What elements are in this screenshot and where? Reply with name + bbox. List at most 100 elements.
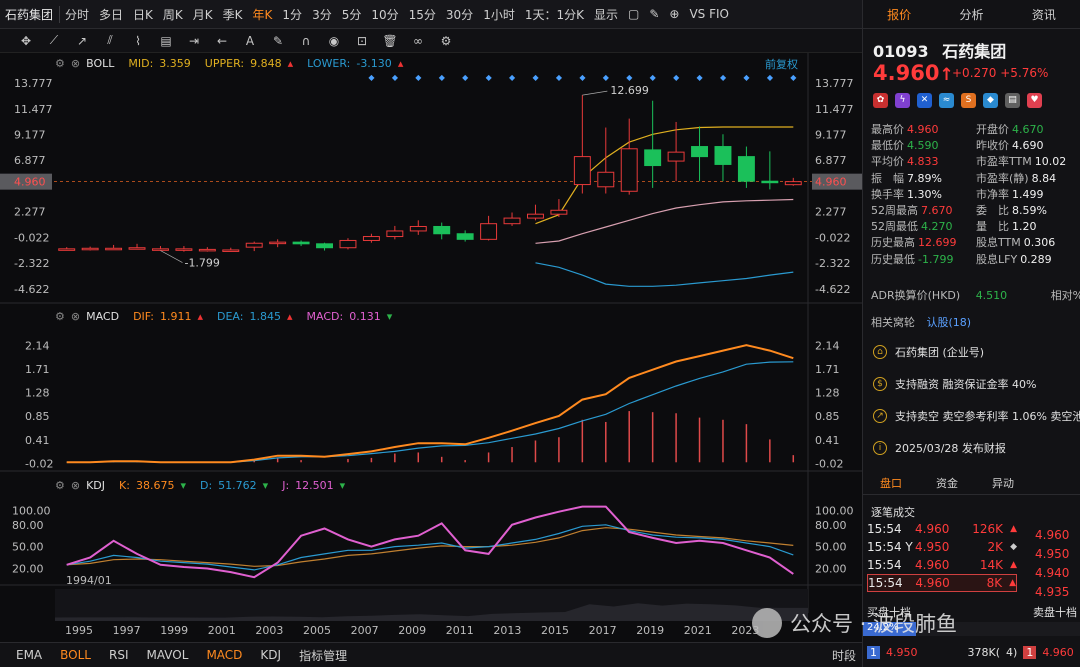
info-item[interactable]: $ 支持融资 融资保证金率 40% — [873, 372, 1036, 396]
indicator-tab[interactable]: RSI — [109, 648, 129, 662]
stat-label: 换手率 — [871, 187, 904, 201]
trade-time: 15:54 — [867, 522, 902, 536]
event-marker-icon: ◆ — [532, 73, 539, 82]
macd-macd-label: MACD: — [306, 309, 344, 323]
period-tab[interactable]: 季K — [222, 7, 243, 22]
zoom-icon[interactable]: ⊕ — [669, 7, 680, 21]
chat-icon[interactable]: ◆ — [983, 93, 998, 108]
line-tool-icon[interactable]: ⟋ — [49, 33, 59, 47]
stock-name: 石药集团 — [942, 42, 1007, 61]
ratio-value: 24.2% — [867, 622, 899, 633]
indicator-close-icon[interactable]: ⊗ — [70, 309, 81, 323]
quote-tabs: 报价 分析 资讯 — [863, 0, 1080, 29]
period-tab[interactable]: 1天：1分K — [524, 7, 584, 22]
indicator-tab[interactable]: 指标管理 — [299, 648, 348, 663]
price-axis-label: -2.322 — [815, 257, 850, 270]
quote-tab[interactable]: 资讯 — [1031, 7, 1056, 22]
book-tab[interactable]: 资金 — [936, 477, 958, 490]
indicator-tab[interactable]: MAVOL — [146, 648, 189, 662]
info-item[interactable]: ⌂ 石药集团 (企业号) — [873, 340, 984, 364]
stat-label: 最低价 — [871, 139, 904, 153]
indicator-settings-icon[interactable]: ⚙ — [55, 309, 65, 323]
period-tab[interactable]: 周K — [162, 7, 183, 22]
settings-icon[interactable]: ⚙ — [440, 33, 452, 48]
period-tab[interactable]: 石药集团 — [0, 5, 61, 23]
book-tab[interactable]: 盘口 — [880, 477, 902, 490]
period-tab[interactable]: 年K — [252, 7, 273, 22]
quote-tab[interactable]: 分析 — [959, 7, 984, 22]
indicator-tab[interactable]: KDJ — [260, 648, 282, 662]
lock-icon[interactable]: ⊡ — [356, 33, 368, 48]
period-tab[interactable]: 5分 — [341, 7, 362, 22]
candle-body — [245, 242, 263, 248]
heart-icon[interactable]: ♥ — [1027, 93, 1042, 108]
indicator-close-icon[interactable]: ⊗ — [70, 478, 81, 492]
restore-right-button[interactable]: 前复权 — [765, 58, 798, 71]
candle-body — [433, 225, 451, 235]
indicator-settings-icon[interactable]: ⚙ — [55, 478, 65, 492]
warrants-link[interactable]: 认股(18) — [926, 316, 972, 329]
period-tab[interactable]: 分时 — [65, 7, 90, 22]
channel-tool-icon[interactable]: ⫽ — [107, 33, 113, 47]
price-axis-label: 9.177 — [14, 129, 46, 142]
stat-value: 1.20 — [1012, 220, 1037, 234]
lightning-icon[interactable]: ϟ — [895, 93, 910, 108]
swap-icon[interactable]: ✕ — [917, 93, 932, 108]
watermark: 公众号 · 波段肺鱼 — [752, 606, 1052, 640]
period-tab[interactable]: 10分 — [371, 7, 399, 22]
macd-axis-label: 2.14 — [815, 340, 840, 353]
stat-value: 1.30% — [907, 187, 942, 201]
period-tab[interactable]: 15分 — [408, 7, 436, 22]
candle-body — [222, 249, 240, 252]
session-button[interactable]: 时段 — [831, 648, 856, 663]
kline-chart[interactable]: 13.777 13.777 11.477 11.477 9.177 9.177 6.877 6… — [0, 53, 862, 642]
stat-label: 振 幅 — [871, 171, 904, 185]
fib-tool-icon[interactable]: ▤ — [160, 33, 172, 48]
period-tab[interactable]: 3分 — [312, 7, 332, 22]
stat-row: 换手率 1.30% 市净率 1.499 — [871, 186, 1080, 202]
draw-icon[interactable]: ✎ — [649, 7, 660, 21]
candle-body — [316, 243, 333, 249]
trade-title: 逐笔成交 — [871, 506, 915, 519]
chart-icon[interactable]: ≈ — [939, 93, 954, 108]
back-icon[interactable]: ← — [216, 33, 228, 48]
kdj-axis-label: 80.00 — [12, 519, 44, 532]
indicator-close-icon[interactable]: ⊗ — [70, 56, 81, 70]
magnet-icon[interactable]: ∩ — [301, 33, 311, 48]
chart-panel[interactable]: 13.777 13.777 11.477 11.477 9.177 9.177 6.877 6… — [0, 53, 862, 642]
zigzag-tool-icon[interactable]: ⌇ — [135, 33, 141, 48]
screenshot-icon[interactable]: ▢ — [627, 7, 640, 21]
indicator-tab[interactable]: MACD — [206, 648, 243, 662]
indicator-tab[interactable]: EMA — [16, 648, 43, 662]
link-icon[interactable]: ∞ — [413, 33, 423, 48]
compare-button[interactable]: VS FIO — [689, 7, 729, 21]
trash-icon[interactable]: 🗑 — [382, 33, 398, 48]
trade-row: 15:54 4.960 14K ▲ — [867, 556, 1017, 574]
period-tab[interactable]: 多日 — [99, 7, 124, 22]
coin-icon[interactable]: S — [961, 93, 976, 108]
year-label: 2005 — [303, 624, 331, 637]
ray-tool-icon[interactable]: ↗ — [76, 33, 88, 48]
crosshair-icon[interactable]: ✥ — [20, 33, 32, 48]
text-tool-icon[interactable]: A — [245, 33, 255, 48]
range-tool-icon[interactable]: ⇥ — [188, 33, 200, 48]
period-tab[interactable]: 月K — [192, 7, 213, 22]
eye-icon[interactable]: ◉ — [328, 33, 340, 48]
book-tab[interactable]: 异动 — [992, 477, 1014, 490]
indicator-tab[interactable]: BOLL — [60, 648, 91, 662]
brush-icon[interactable]: ✎ — [272, 33, 284, 48]
hk-flag-icon[interactable]: ✿ — [873, 93, 888, 108]
period-tab[interactable]: 30分 — [445, 7, 474, 22]
indicator-settings-icon[interactable]: ⚙ — [55, 56, 65, 70]
kdj-name: KDJ — [86, 478, 106, 492]
stat-label: 开盘价 — [976, 123, 1009, 137]
quote-tab[interactable]: 报价 — [887, 7, 912, 22]
info-item[interactable]: ↗ 支持卖空 卖空参考利率 1.06% 卖空池 — [873, 404, 1080, 428]
list-icon[interactable]: ▤ — [1005, 93, 1020, 108]
period-tab[interactable]: 显示 — [593, 7, 618, 22]
period-tab[interactable]: 日K — [133, 7, 153, 22]
period-tab[interactable]: 1分 — [282, 7, 303, 22]
info-item[interactable]: i 2025/03/28 发布财报 — [873, 436, 1006, 460]
period-tab[interactable]: 1小时 — [483, 7, 515, 22]
trade-volume: 14K — [979, 558, 1003, 572]
